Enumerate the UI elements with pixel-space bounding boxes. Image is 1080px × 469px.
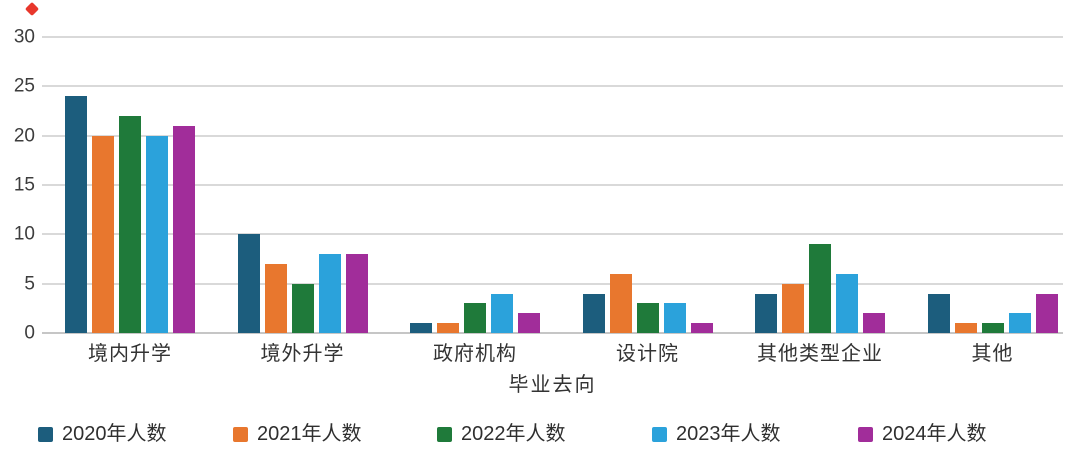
bar <box>809 244 831 333</box>
bar <box>119 115 141 333</box>
bar <box>518 313 540 333</box>
bar <box>1035 293 1058 333</box>
bar <box>491 293 513 333</box>
x-tick-label: 设计院 <box>616 343 679 365</box>
y-tick-label: 20 <box>13 125 35 147</box>
gridline <box>42 134 1063 137</box>
bar <box>410 323 432 333</box>
bar <box>1008 313 1031 333</box>
gridline <box>42 184 1063 186</box>
gridline <box>42 282 1063 285</box>
x-tick-label: 其他 <box>971 343 1014 365</box>
x-tick-label: 政府机构 <box>433 343 517 365</box>
bar <box>65 96 87 333</box>
bar <box>663 303 686 333</box>
y-tick-label: 25 <box>13 75 35 97</box>
bar <box>146 135 168 333</box>
bar <box>264 263 287 333</box>
bar <box>927 293 950 333</box>
bar <box>464 303 486 333</box>
bar <box>582 293 605 333</box>
bar <box>345 254 368 333</box>
gridline <box>42 85 1063 88</box>
bar <box>291 283 314 333</box>
bar <box>636 303 659 333</box>
x-axis-line <box>42 332 1063 334</box>
bar <box>690 323 713 333</box>
x-tick-label: 境内升学 <box>88 343 172 365</box>
bar <box>237 234 260 333</box>
bar <box>173 125 195 333</box>
bar <box>954 323 977 333</box>
y-tick-label: 15 <box>13 174 35 196</box>
y-tick-label: 10 <box>13 223 35 245</box>
y-tick-label: 5 <box>24 273 35 295</box>
bar <box>836 273 858 333</box>
y-tick-label: 30 <box>13 26 35 48</box>
bar <box>609 273 632 333</box>
x-tick-label: 其他类型企业 <box>757 343 883 365</box>
bar <box>92 135 114 333</box>
bar <box>437 323 459 333</box>
bar <box>318 254 341 333</box>
bar <box>981 323 1004 333</box>
x-axis-title: 毕业去向 <box>508 374 597 396</box>
gridline <box>42 233 1063 236</box>
x-tick-label: 境外升学 <box>260 343 345 365</box>
bar <box>863 313 885 333</box>
bar <box>755 293 777 333</box>
y-tick-label: 0 <box>24 322 35 344</box>
gridline <box>42 36 1063 38</box>
bar <box>782 283 804 333</box>
